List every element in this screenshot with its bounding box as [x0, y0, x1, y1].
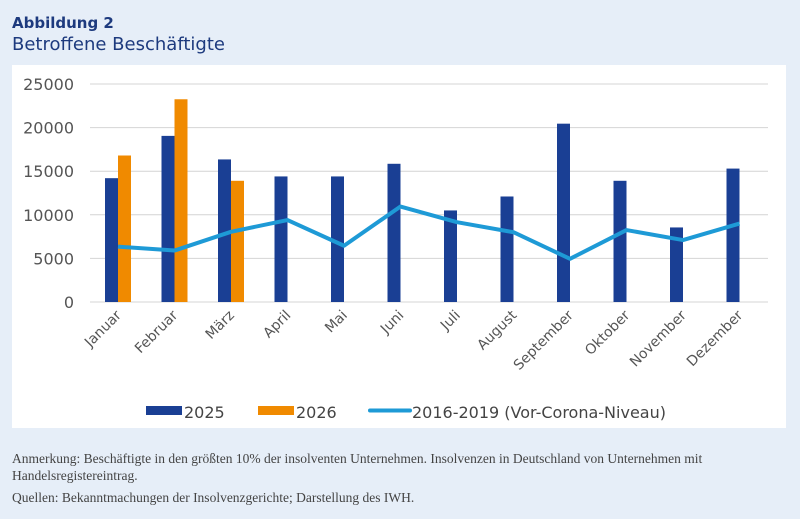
note-text: Anmerkung: Beschäftigte in den größten 1… [12, 451, 703, 483]
legend-swatch-2025 [146, 406, 182, 415]
x-tick-label: November [627, 307, 690, 370]
chart-title: Betroffene Beschäftigte [12, 34, 225, 55]
x-tick-label: Februar [132, 307, 181, 356]
source-text: Quellen: Bekanntmachungen der Insolvenzg… [12, 490, 415, 505]
bar-2026-März [231, 180, 244, 302]
bar-2025-Februar [161, 135, 175, 302]
x-tick-label: März [203, 308, 238, 343]
legend-label: 2026 [296, 403, 337, 422]
bar-2025-Oktober [613, 180, 627, 302]
legend-label: 2016-2019 (Vor-Corona-Niveau) [412, 403, 666, 422]
x-tick-label: Juli [437, 308, 464, 335]
bar-2025-September [557, 123, 570, 303]
y-tick-label: 10000 [23, 206, 74, 225]
legend-swatch-2026 [258, 406, 294, 415]
y-tick-label: 25000 [23, 75, 74, 94]
x-tick-label: September [511, 307, 577, 373]
legend-label: 2025 [184, 403, 225, 422]
x-tick-label: Dezember [684, 307, 747, 370]
y-tick-label: 15000 [23, 162, 74, 181]
x-tick-label: Oktober [582, 307, 633, 358]
line-series [117, 204, 741, 261]
bar-2025-Mai [331, 176, 344, 302]
bar-2025-Juni [387, 163, 401, 302]
bar-2026-Januar [118, 155, 131, 302]
bar-2025-August [500, 196, 514, 302]
bar-2025-Dezember [726, 168, 740, 302]
x-tick-label: Mai [322, 308, 351, 337]
figure-label: Abbildung 2 [12, 14, 114, 32]
x-tick-label: April [260, 308, 294, 342]
y-tick-label: 0 [64, 293, 74, 312]
x-tick-label: Juni [377, 308, 407, 338]
chart: 0 5000 10000 15000 20000 25000 Januar Februar Mä… [23, 75, 768, 422]
y-tick-label: 20000 [23, 119, 74, 138]
bar-2025-März [218, 159, 231, 302]
bar-2025-April [274, 176, 288, 302]
bar-2025-November [670, 227, 683, 302]
y-tick-label: 5000 [33, 249, 74, 268]
bar-2025-Januar [105, 178, 118, 302]
bar-2025-Juli [444, 210, 457, 302]
bar-2026-Februar [174, 99, 188, 302]
x-tick-label: August [474, 307, 520, 353]
x-tick-label: Januar [81, 307, 125, 351]
